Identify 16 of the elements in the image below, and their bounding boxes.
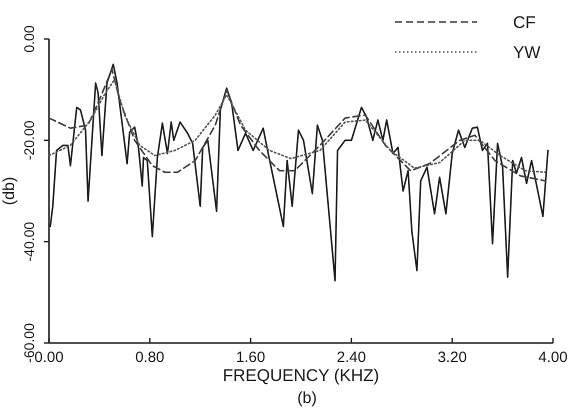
legend-label: YW <box>513 43 540 62</box>
x-tick-label: 2.40 <box>336 349 366 366</box>
x-tick-label: 1.60 <box>236 349 266 366</box>
y-axis-title: (db) <box>1 176 18 206</box>
x-tick-label: 4.00 <box>538 349 568 366</box>
y-tick-label: -40.00 <box>21 222 37 262</box>
x-tick-label: 0.80 <box>135 349 164 366</box>
x-tick-label: 3.20 <box>438 349 467 366</box>
text: (b) <box>297 390 317 407</box>
y-tick-label: 0.00 <box>21 25 37 53</box>
line-series <box>48 78 546 174</box>
y-tick-label: -20.00 <box>21 120 37 160</box>
legend-label: CF <box>513 13 536 32</box>
x-tick-label: 0.00 <box>34 349 64 366</box>
line-series <box>48 68 546 182</box>
x-axis-title: FREQUENCY (KHZ) <box>222 366 380 385</box>
